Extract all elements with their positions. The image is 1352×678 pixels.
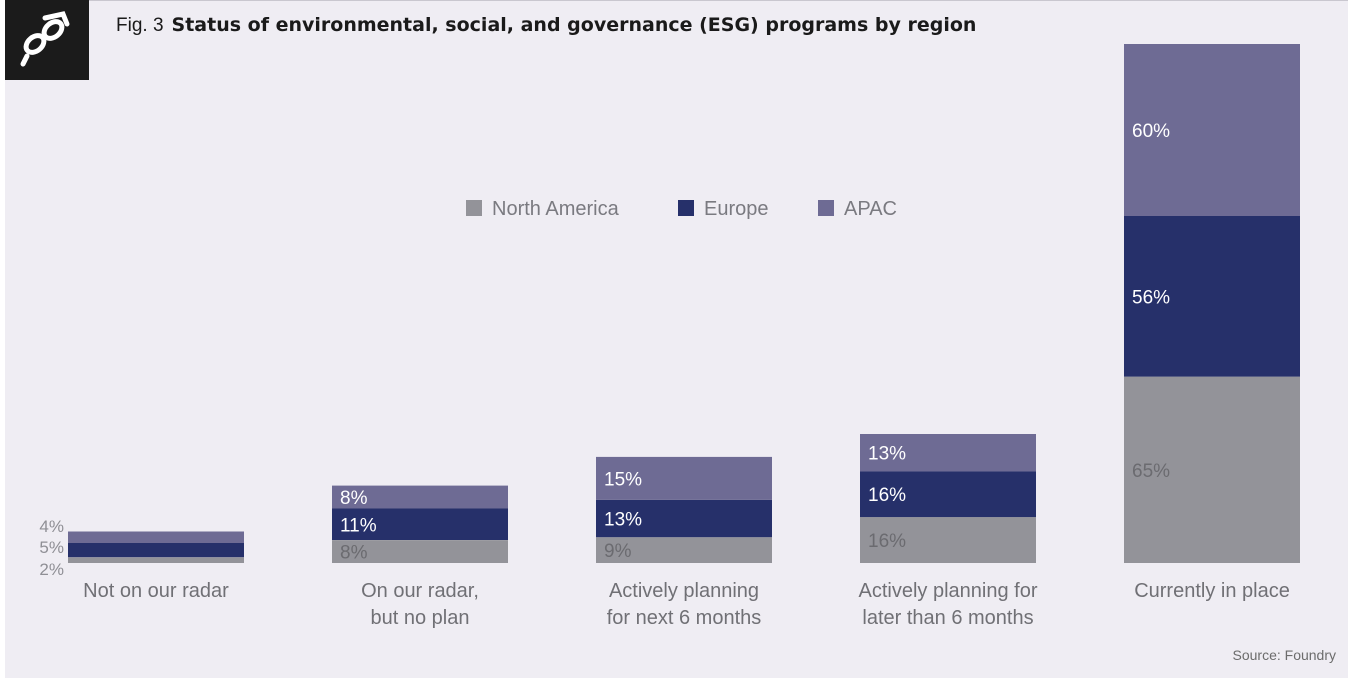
category-label-3-line-1: Actively planning [609,580,759,602]
value-label-apac-3: 15% [604,469,642,490]
value-label-north-america-1: 2% [39,560,64,579]
value-label-north-america-2: 8% [340,543,368,564]
value-label-north-america-5: 65% [1132,461,1170,482]
legend-swatch-apac [818,200,834,216]
category-label-1: Not on our radar [83,580,229,602]
bar-segment-north-america-1 [68,557,244,563]
value-label-europe-2: 11% [340,515,377,536]
value-label-north-america-3: 9% [604,541,632,562]
legend-swatch-europe [678,200,694,216]
value-label-europe-5: 56% [1132,287,1170,308]
bar-segment-apac-1 [68,532,244,544]
value-label-apac-4: 13% [868,444,906,465]
category-label-2-line-2: but no plan [371,607,470,629]
legend-swatch-north-america [466,200,482,216]
category-label-2-line-1: On our radar, [361,580,479,602]
category-label-4-line-1: Actively planning for [859,580,1038,602]
legend-label-europe: Europe [704,198,769,220]
value-label-europe-3: 13% [604,510,642,531]
bar-segment-europe-1 [68,543,244,557]
source-note: Source: Foundry [1233,647,1337,663]
category-label-5: Currently in place [1134,580,1290,602]
value-label-apac-2: 8% [340,488,368,509]
value-label-apac-5: 60% [1132,121,1170,142]
value-label-apac-1: 4% [39,517,64,536]
legend-label-apac: APAC [844,198,897,220]
value-label-north-america-4: 16% [868,531,906,552]
legend-label-north-america: North America [492,198,620,220]
value-label-europe-4: 16% [868,485,906,506]
value-label-europe-1: 5% [39,538,64,557]
category-label-3-line-2: for next 6 months [607,607,762,629]
category-label-4-line-2: later than 6 months [862,607,1033,629]
